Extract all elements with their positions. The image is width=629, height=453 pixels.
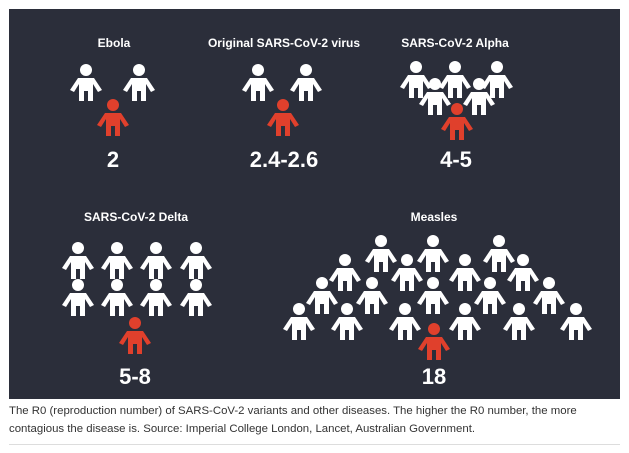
original-virus-r0-value: 2.4-2.6 [249, 147, 319, 172]
person-icon [416, 234, 450, 272]
person-icon [390, 253, 424, 291]
infected-person-icon [417, 322, 451, 360]
person-icon [61, 278, 95, 316]
person-icon [559, 302, 593, 340]
person-icon [179, 241, 213, 279]
ebola-r0-value: 2 [106, 147, 120, 172]
person-icon [480, 60, 514, 98]
infected-person-icon [96, 98, 130, 136]
person-icon [418, 77, 452, 115]
delta-title: SARS-CoV-2 Delta [83, 210, 189, 224]
alpha-title: SARS-CoV-2 Alpha [401, 36, 509, 50]
caption-divider [9, 444, 620, 445]
person-icon [289, 63, 323, 101]
person-icon [364, 234, 398, 272]
person-icon [532, 276, 566, 314]
person-icon [502, 302, 536, 340]
person-icon [139, 241, 173, 279]
person-icon [305, 276, 339, 314]
person-icon [473, 276, 507, 314]
person-icon [416, 276, 450, 314]
person-icon [122, 63, 156, 101]
person-icon [448, 302, 482, 340]
r0-infographic: Ebola 2 Original SARS-CoV-2 virus 2.4-2.… [9, 9, 620, 399]
alpha-r0-value: 4-5 [440, 147, 472, 172]
person-icon [100, 278, 134, 316]
original-virus-title: Original SARS-CoV-2 virus [207, 36, 361, 50]
figure-caption: The R0 (reproduction number) of SARS-CoV… [9, 405, 577, 435]
person-icon [399, 60, 433, 98]
infected-person-icon [118, 316, 152, 354]
delta-r0-value: 5-8 [119, 364, 151, 389]
infected-person-icon [440, 102, 474, 140]
person-icon [388, 302, 422, 340]
person-icon [179, 278, 213, 316]
person-icon [61, 241, 95, 279]
person-icon [462, 77, 496, 115]
measles-title: Measles [410, 210, 458, 224]
person-icon [328, 253, 362, 291]
person-icon [330, 302, 364, 340]
person-icon [438, 60, 472, 98]
measles-r0-value: 18 [421, 364, 447, 389]
person-icon [482, 234, 516, 272]
person-icon [506, 253, 540, 291]
person-icon [139, 278, 173, 316]
person-icon [448, 253, 482, 291]
person-icon [69, 63, 103, 101]
person-icon [241, 63, 275, 101]
person-icon [282, 302, 316, 340]
person-icon [355, 276, 389, 314]
infected-person-icon [266, 98, 300, 136]
person-icon [100, 241, 134, 279]
ebola-title: Ebola [97, 36, 131, 50]
